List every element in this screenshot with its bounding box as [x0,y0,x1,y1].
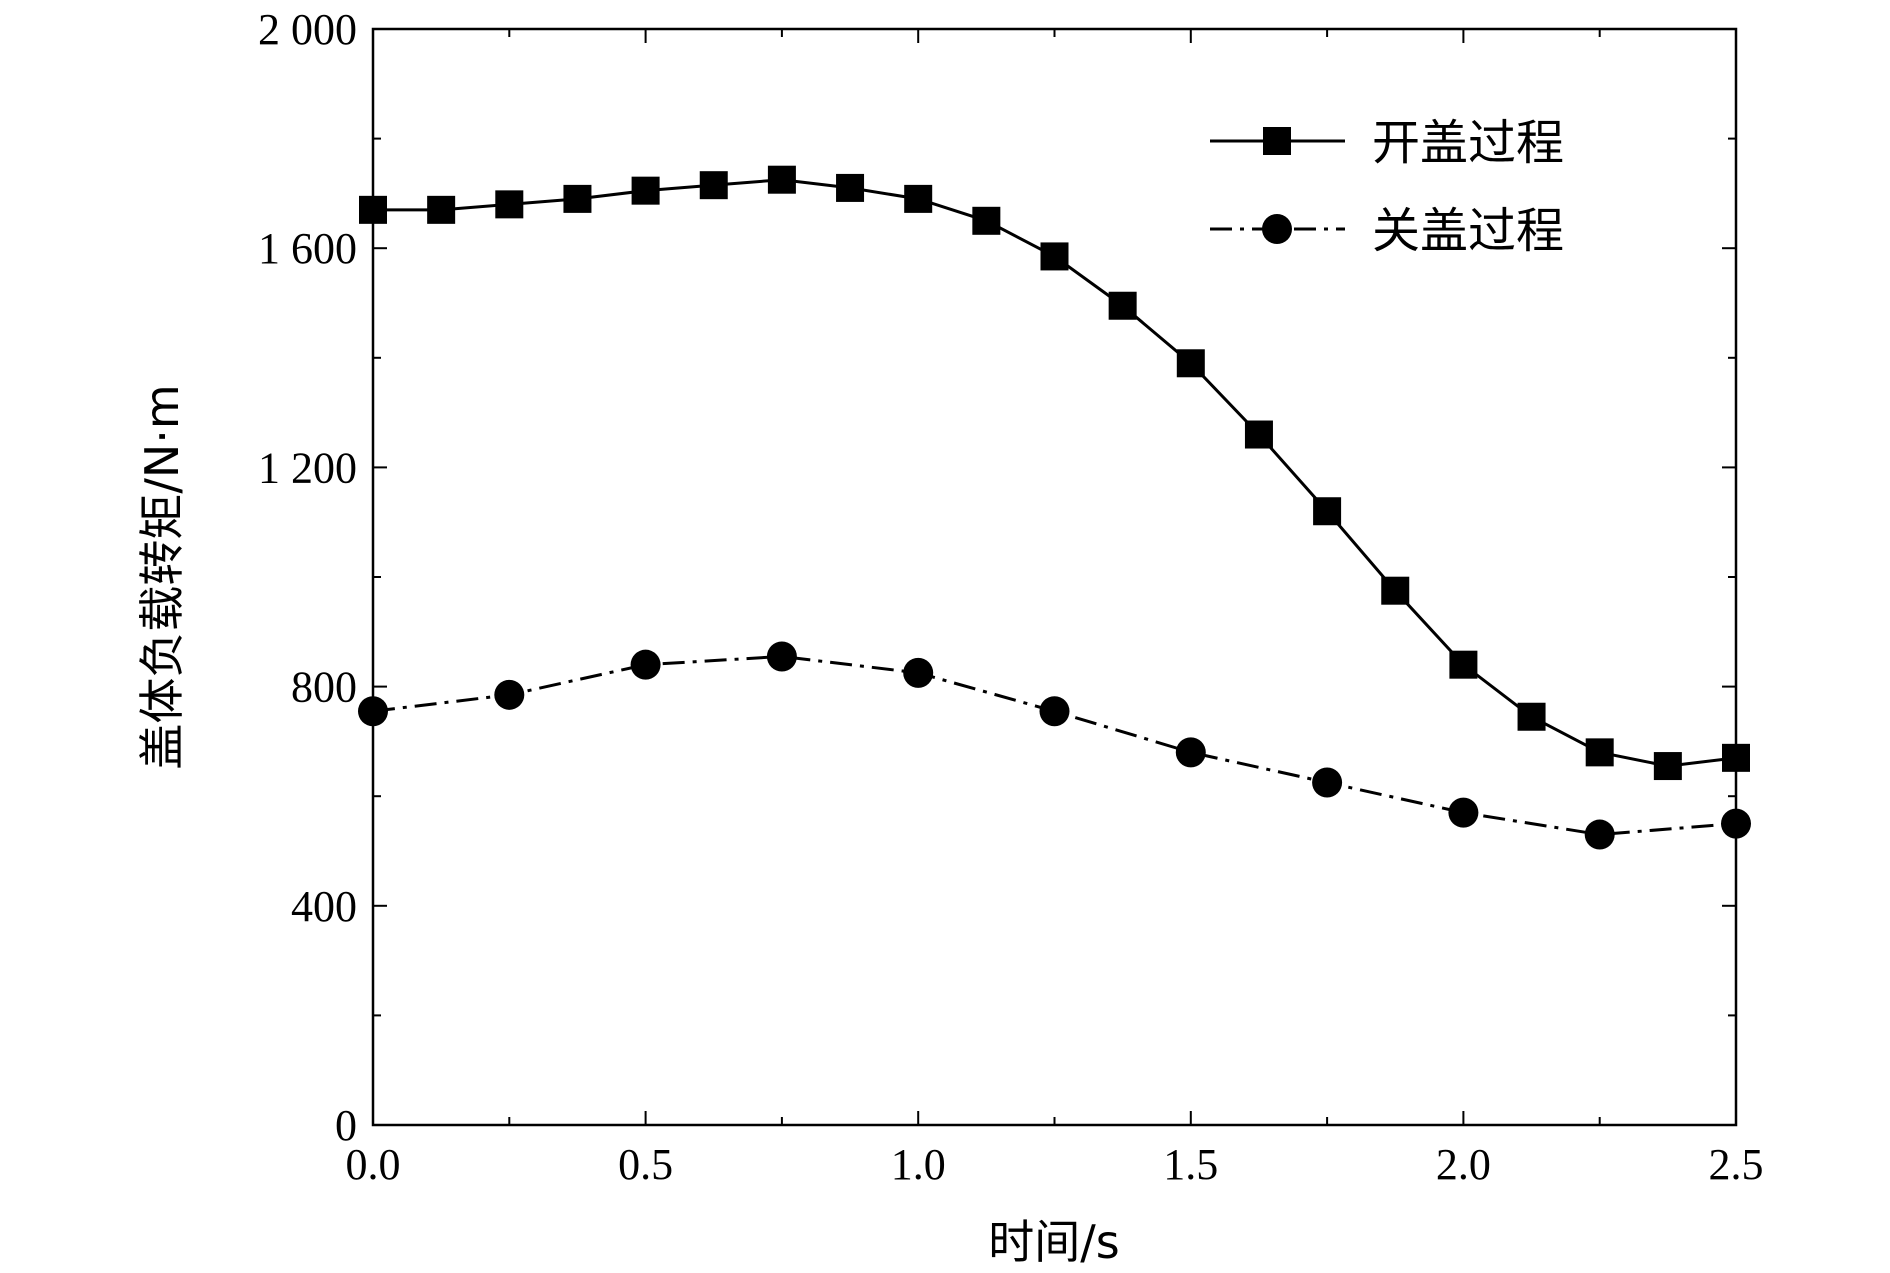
x-tick-label: 1.5 [1163,1140,1218,1189]
data-point-circle [766,641,797,672]
data-point-square [631,176,660,205]
legend-label-close: 关盖过程 [1372,203,1564,259]
axis-tick-labels: 0.0 0.5 1.0 1.5 2.0 2.5 0 400 800 1 200 1 600 2 000 [258,5,1764,1189]
data-point-circle [1448,797,1479,828]
x-tick-label: 2.5 [1709,1140,1764,1189]
data-point-square [495,190,524,219]
series-line [372,654,1737,837]
data-point-square [836,173,865,202]
x-tick-label: 2.0 [1436,1140,1491,1189]
x-tick-label: 0.5 [618,1140,673,1189]
legend-marker-square [1263,127,1291,155]
series-1 [358,641,1751,850]
data-point-square [1585,738,1614,767]
data-point-square [563,184,592,213]
data-point-square [1381,576,1410,605]
axis-ticks [372,28,1737,1126]
x-tick-label: 1.0 [891,1140,946,1189]
legend-marker-circle [1262,214,1292,244]
data-point-circle [630,649,661,680]
data-point-circle [1039,696,1070,727]
x-tick-label: 0.0 [346,1140,401,1189]
series-0 [359,165,1750,781]
data-point-square [904,184,933,213]
data-point-square [767,165,796,194]
data-point-square [1040,242,1069,271]
data-point-square [427,195,456,224]
data-point-square [1722,743,1750,772]
y-tick-label: 2 000 [258,5,357,54]
data-point-square [1244,420,1273,449]
series-layer [358,165,1751,850]
data-point-square [699,171,728,200]
data-point-circle [494,679,525,710]
data-point-square [1517,702,1546,731]
y-tick-label: 400 [291,882,357,931]
y-tick-label: 0 [335,1101,357,1150]
data-point-square [972,206,1001,235]
y-tick-label: 1 200 [258,443,357,492]
data-point-square [1176,349,1205,378]
y-tick-label: 800 [291,663,357,712]
legend-label-open: 开盖过程 [1372,115,1564,171]
data-point-square [1449,650,1478,679]
data-point-circle [1584,819,1615,850]
data-point-circle [1721,808,1751,839]
data-point-square [1313,497,1342,526]
data-point-square [359,195,387,224]
legend: 开盖过程 关盖过程 [1210,115,1564,259]
y-axis-title: 盖体负载转矩/N·m [135,384,189,769]
x-axis-title: 时间/s [988,1215,1119,1269]
data-point-circle [1175,737,1206,768]
data-point-circle [358,696,388,727]
data-point-square [1653,752,1682,781]
data-point-circle [1312,767,1343,798]
y-tick-label: 1 600 [258,224,357,273]
data-point-square [1108,291,1137,320]
data-point-circle [903,657,934,688]
